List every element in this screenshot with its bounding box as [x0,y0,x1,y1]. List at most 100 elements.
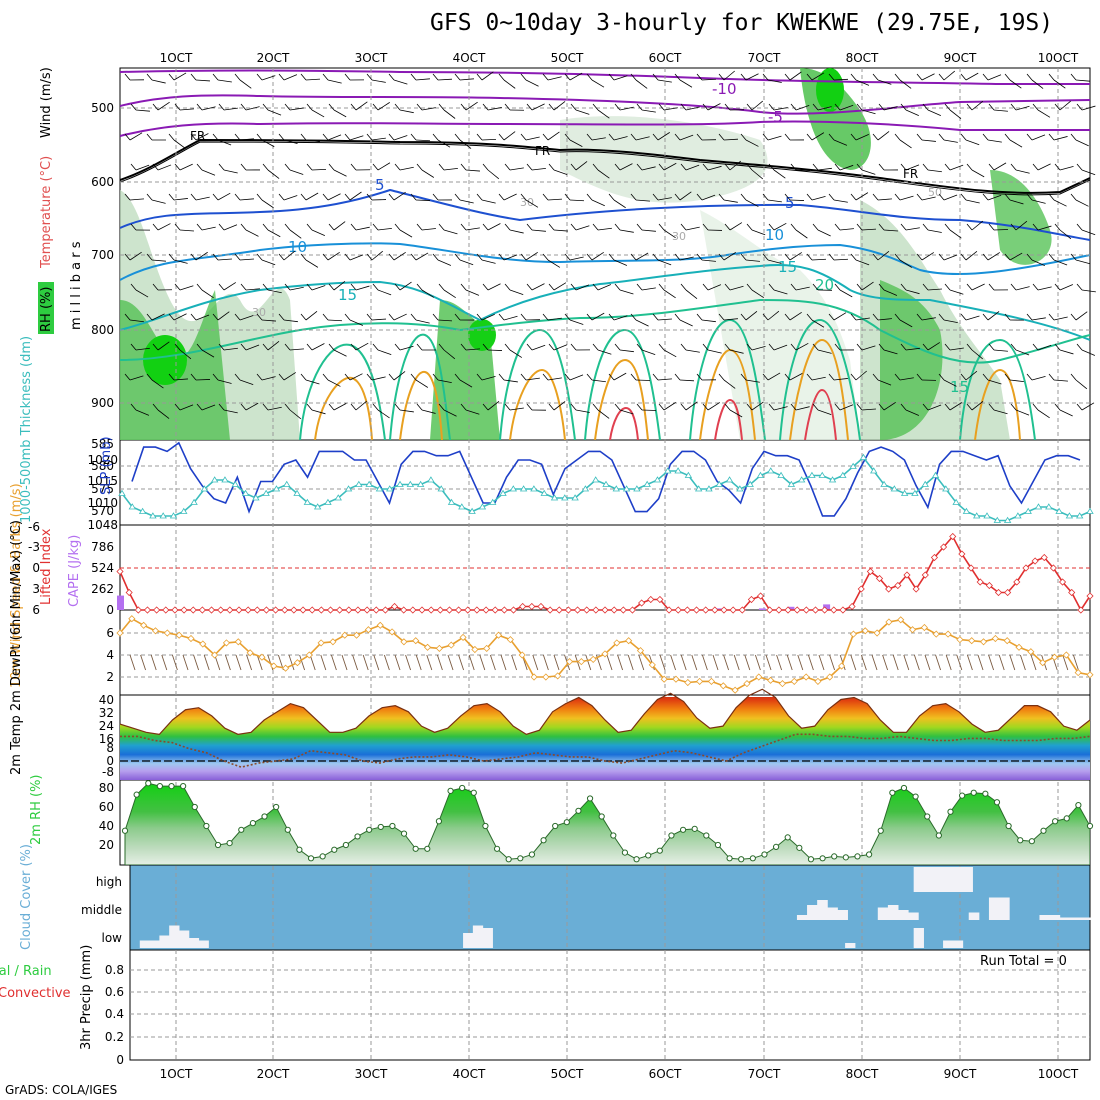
wind-barb [861,408,876,411]
wind-barb-flag [306,283,313,291]
thickness-line-point [993,516,1002,523]
wind-barb [305,311,318,321]
rh-point [133,791,140,798]
wind-barb [525,199,539,208]
wind-barb [663,107,678,111]
wind-barb [173,139,186,149]
wind-barb [877,131,890,141]
wind-barb-flag [1026,193,1033,201]
wind-surface-barb [405,654,412,671]
wind-barb-flag [938,373,945,381]
wind-barb [745,199,759,207]
wind-barb-flag [1070,313,1077,321]
wind-barb-flag [768,223,775,231]
thickness-line-point [900,489,909,496]
wind-barb-flag [718,193,725,201]
wind-barb-flag [350,163,357,171]
wind-barb [1009,79,1022,89]
wind-barb [267,289,282,294]
wind-speed-line-point [459,633,467,641]
wind-surface-barb [670,654,677,671]
wind-barb-flag [636,163,643,171]
wind-barb-flag [658,403,665,411]
wind-barb [899,319,913,328]
wind-barb [355,285,370,291]
wind-barb [905,109,919,117]
wind-barb-flag [850,73,857,81]
wind-barb [525,252,538,261]
lifted-index-line-point [940,543,948,551]
wind-barb [239,258,254,261]
wind-barb [1075,79,1090,82]
wind-barb [883,289,898,296]
wind-barb-flag [146,373,153,381]
wind-barb-flag [702,343,709,351]
wind-barb-flag [790,223,797,231]
wind-speed-line-point [932,630,940,638]
wind-barb-flag [944,283,951,291]
wind-barb-flag [256,253,263,261]
lifted-index-line-point [528,602,536,611]
wind-speed-line-point [246,649,254,657]
wind-barb [789,311,802,321]
wind-barb [547,259,561,268]
rh-point [447,787,454,794]
wind-barb [745,139,759,147]
wind-barb [421,228,436,231]
temp-area [120,697,1090,780]
wind-speed-line-point [412,637,420,645]
wind-barb-flag [350,343,357,351]
thickness-line-point [921,480,929,487]
isotherm-label-5-b: 5 [785,194,795,212]
wind-barb [597,227,612,231]
wind-barb-flag [196,403,203,411]
wind-barb [833,78,849,81]
slp-tick-label: 1015 [87,474,118,488]
wind-surface-barb [511,654,518,671]
thickness-line-point [1055,507,1063,514]
wind-barb [971,283,985,291]
wind-surface-barb [924,654,931,671]
wind-barb-flag [438,403,445,411]
rh-point [505,856,512,863]
wind-barb-flag [504,163,511,171]
wind-barb-flag [284,163,291,171]
wind-barb-flag [124,313,131,321]
wind-barb [509,407,524,411]
wind-barb-flag [652,253,659,261]
wind-barb [173,259,188,264]
lifted-index-line-point [830,606,838,614]
wind-speed-line-point [707,677,716,685]
cloud-tick-label: low [102,931,123,945]
precip-tick-label: 0.4 [105,1007,124,1021]
wind-barb-flag [900,403,907,411]
thickness-line-point [952,498,960,505]
wind-barb-flag [366,193,373,201]
cape-tick-label: 0 [106,603,114,617]
cloud-low-bar [149,940,160,948]
wind-barb-flag [526,283,533,291]
wind-barb-flag [278,73,285,81]
wind-speed-line-point [743,680,751,688]
thickness-line-point [489,498,497,505]
lifted-index-line-point [546,606,554,614]
wind-barb-flag [542,133,549,141]
wind-barb [327,134,342,141]
wind-barb [437,139,451,148]
wind-barb-flag [570,103,577,111]
rh-point [854,853,861,860]
rh-shading [120,68,1052,440]
wind-barb-flag [718,313,725,321]
wind-barb [443,349,456,360]
precip-total-label: Total / Rain [0,964,52,979]
wind-barbs [124,70,1096,420]
cloud-tick-label: high [96,875,122,889]
wind-barb [509,229,524,234]
wind-barb [129,132,143,141]
wind-surface-barb [1009,654,1016,671]
wind-barb-flag [212,73,219,81]
rh-point [249,820,256,827]
wind-barb-flag [790,403,797,411]
cloud-high-bar [962,867,973,892]
wind-barb-flag [300,313,307,321]
